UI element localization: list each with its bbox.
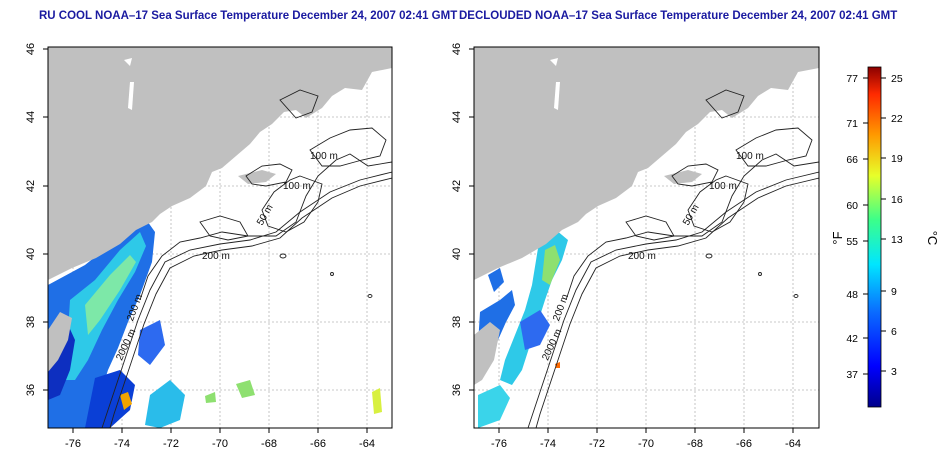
f-tick-label: 48: [846, 289, 858, 301]
fahrenheit-unit-label: °F: [830, 231, 845, 244]
bathymetry-contours: [527, 89, 819, 428]
axis-ticks: [469, 48, 794, 433]
colorbar-gradient: [867, 66, 882, 408]
y-axis-labels: 36 38 40 42 44 46: [25, 43, 37, 396]
x-tick-label: -64: [359, 438, 375, 450]
y-tick-label: 44: [25, 111, 37, 123]
axis-ticks: [43, 48, 368, 433]
contour-label: 100 m: [283, 181, 311, 192]
y-tick-label: 42: [451, 180, 463, 192]
lake: [554, 82, 560, 110]
lake: [124, 58, 132, 66]
contour-label: 200 m: [202, 251, 230, 262]
x-tick-label: -68: [261, 438, 277, 450]
y-tick-label: 38: [25, 316, 37, 328]
y-tick-label: 36: [25, 384, 37, 396]
c-tick-label: 25: [891, 73, 903, 85]
land-mass: [474, 47, 819, 280]
f-tick-label: 42: [846, 333, 858, 345]
x-tick-label: -76: [491, 438, 507, 450]
lake: [550, 58, 558, 66]
y-tick-label: 42: [25, 180, 37, 192]
y-tick-label: 38: [451, 316, 463, 328]
c-tick-label: 22: [891, 113, 903, 125]
land-delmarva: [48, 312, 72, 372]
f-tick-label: 60: [846, 200, 858, 212]
island-cape-cod: [238, 170, 276, 184]
f-tick-label: 37: [846, 369, 858, 381]
y-tick-label: 40: [451, 248, 463, 260]
c-tick-label: 6: [891, 326, 897, 338]
y-tick-label: 46: [451, 43, 463, 55]
x-tick-label: -66: [310, 438, 326, 450]
x-tick-label: -66: [736, 438, 752, 450]
contour-label: 100 m: [709, 181, 737, 192]
c-tick-label: 16: [891, 194, 903, 206]
x-tick-label: -74: [114, 438, 130, 450]
y-tick-label: 46: [25, 43, 37, 55]
y-tick-label: 40: [25, 248, 37, 260]
x-axis-labels: -76 -74 -72 -70 -68 -66 -64: [65, 438, 375, 450]
contour-label: 200 m: [628, 251, 656, 262]
c-tick-label: 13: [891, 234, 903, 246]
x-tick-label: -72: [163, 438, 179, 450]
y-tick-label: 44: [451, 111, 463, 123]
f-tick-label: 66: [846, 154, 858, 166]
x-tick-label: -76: [65, 438, 81, 450]
x-tick-label: -64: [785, 438, 801, 450]
x-axis-labels: -76 -74 -72 -70 -68 -66 -64: [491, 438, 801, 450]
x-tick-label: -68: [687, 438, 703, 450]
sst-data-layer: [48, 92, 382, 428]
f-tick-label: 55: [846, 236, 858, 248]
temperature-colorbar: 77 71 66 60 55 48 42 37 25 22 19 16 13 9…: [830, 66, 940, 408]
f-tick-label: 71: [846, 118, 858, 130]
x-tick-label: -70: [212, 438, 228, 450]
lake: [128, 82, 134, 110]
x-tick-label: -74: [540, 438, 556, 450]
contour-label: 100 m: [736, 151, 764, 162]
x-tick-label: -72: [589, 438, 605, 450]
contour-label: 100 m: [310, 151, 338, 162]
y-tick-label: 36: [451, 384, 463, 396]
bathymetry-contours: [101, 89, 392, 428]
c-tick-label: 19: [891, 153, 903, 165]
y-axis-labels: 36 38 40 42 44 46: [451, 43, 463, 396]
right-map-panel: 100 m 100 m 50 m 200 m 200 m 2000 m -76 …: [451, 43, 820, 450]
land-delmarva: [474, 322, 500, 385]
c-tick-label: 9: [891, 286, 897, 298]
colorbar-ticks: [863, 77, 886, 375]
x-tick-label: -70: [638, 438, 654, 450]
f-tick-label: 77: [846, 73, 858, 85]
fahrenheit-labels: 77 71 66 60 55 48 42 37: [846, 73, 858, 381]
left-map-panel: 100 m 100 m 50 m 200 m 200 m 2000 m -76 …: [25, 43, 393, 450]
land-mass: [48, 47, 392, 280]
celsius-labels: 25 22 19 16 13 9 6 3: [891, 73, 903, 378]
left-panel-title: RU COOL NOAA–17 Sea Surface Temperature …: [39, 10, 458, 22]
island-cape-cod: [664, 170, 702, 184]
celsius-unit-label: °C: [925, 231, 940, 246]
right-panel-title: DECLOUDED NOAA–17 Sea Surface Temperatur…: [459, 10, 898, 22]
c-tick-label: 3: [891, 366, 897, 378]
